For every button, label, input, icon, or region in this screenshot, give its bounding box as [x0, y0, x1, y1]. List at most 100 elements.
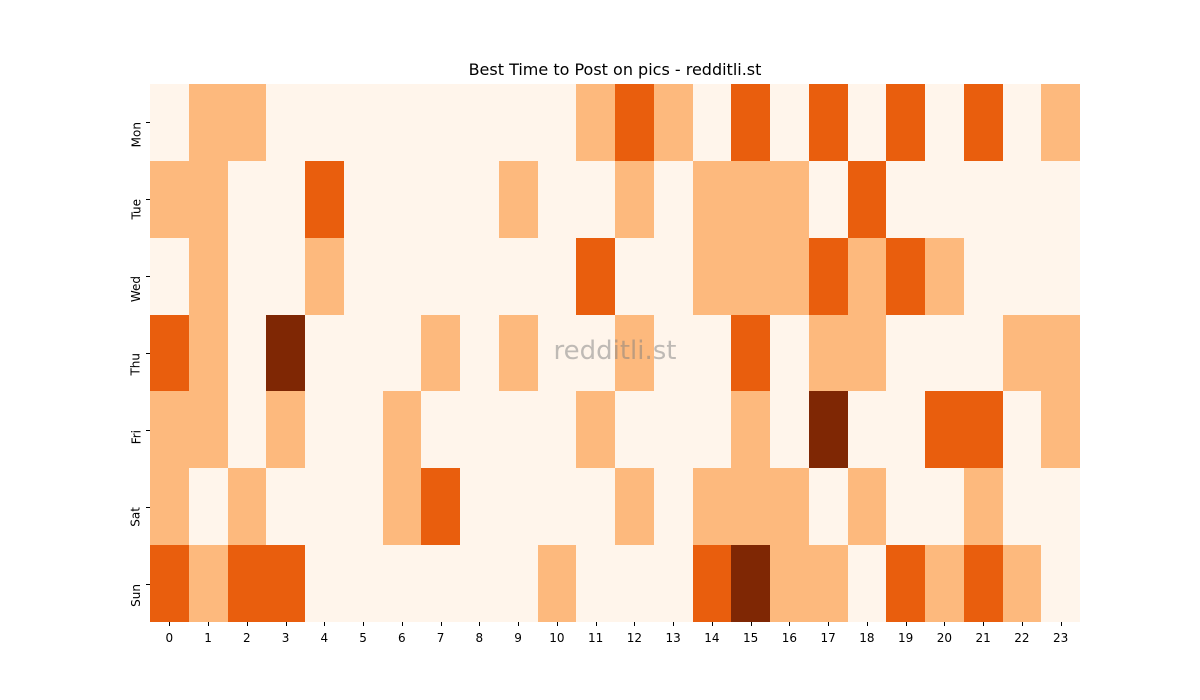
- heatmap-cell: [266, 468, 305, 546]
- x-tick: [363, 622, 365, 626]
- heatmap-cell: [886, 314, 925, 392]
- heatmap-cell: [266, 391, 305, 469]
- heatmap-cell: [925, 84, 964, 161]
- heatmap-cell: [343, 160, 383, 238]
- x-tick-label: 19: [897, 631, 914, 645]
- heatmap-cell: [963, 84, 1003, 161]
- heatmap-cell: [653, 84, 693, 161]
- heatmap-cell: [188, 84, 228, 161]
- heatmap-cell: [537, 468, 577, 546]
- heatmap-cell: [343, 468, 383, 546]
- x-tick: [673, 622, 675, 626]
- x-tick: [905, 622, 907, 626]
- x-tick-label: 7: [436, 631, 445, 645]
- chart-title: Best Time to Post on pics - redditli.st: [468, 60, 762, 79]
- heatmap-cell: [731, 391, 770, 469]
- heatmap-cell: [770, 314, 809, 392]
- heatmap-cell: [615, 468, 654, 546]
- heatmap-cell: [1002, 237, 1042, 315]
- heatmap-cell: [692, 160, 732, 238]
- heatmap-cell: [343, 545, 383, 622]
- y-tick: [146, 122, 150, 124]
- heatmap-cell: [615, 237, 654, 315]
- heatmap-cell: [886, 391, 925, 469]
- heatmap-cell: [537, 545, 577, 622]
- heatmap-cell: [382, 391, 422, 469]
- x-tick: [208, 622, 210, 626]
- heatmap-cell: [266, 84, 305, 161]
- heatmap-cell: [770, 84, 809, 161]
- heatmap-cell: [1041, 545, 1080, 622]
- heatmap-cell: [537, 237, 577, 315]
- heatmap-cell: [1002, 545, 1042, 622]
- x-tick-label: 5: [359, 631, 367, 645]
- heatmap-cell: [731, 160, 770, 238]
- heatmap-cell: [421, 391, 460, 469]
- heatmap-cell: [847, 84, 887, 161]
- y-tick-label: Mon: [129, 122, 143, 148]
- x-tick: [750, 622, 752, 626]
- heatmap-cell: [460, 160, 499, 238]
- x-tick: [595, 622, 597, 626]
- heatmap-cell: [808, 314, 848, 392]
- y-tick: [146, 199, 150, 201]
- heatmap-cell: [305, 314, 344, 392]
- heatmap-cell: [266, 545, 305, 622]
- heatmap-cell: [1041, 391, 1080, 469]
- heatmap-cell: [653, 391, 693, 469]
- heatmap-cell: [150, 545, 189, 622]
- x-tick-label: 18: [859, 631, 875, 645]
- heatmap-cell: [1041, 160, 1080, 238]
- heatmap-cell: [653, 237, 693, 315]
- heatmap-cell: [266, 160, 305, 238]
- heatmap-cell: [343, 391, 383, 469]
- x-tick-label: 6: [398, 631, 406, 645]
- heatmap-cell: [498, 314, 538, 392]
- heatmap-cell: [847, 160, 887, 238]
- x-tick: [828, 622, 830, 626]
- heatmap-cell: [770, 545, 809, 622]
- heatmap-cell: [615, 84, 654, 161]
- x-tick-label: 2: [243, 631, 251, 645]
- x-tick-label: 14: [704, 631, 720, 645]
- heatmap-cell: [343, 237, 383, 315]
- heatmap-cell: [576, 160, 615, 238]
- heatmap-cell: [1002, 84, 1042, 161]
- heatmap-cell: [343, 314, 383, 392]
- heatmap-cell: [460, 468, 499, 546]
- x-axis: 0 1 2 3 4 5 6 7 8 9 10 11 12 13 14 15 16 17 18 19 20 21 22 23: [150, 622, 1080, 652]
- heatmap-cell: [1002, 314, 1042, 392]
- heatmap-cell: [382, 84, 422, 161]
- y-tick-label: Wed: [129, 276, 143, 303]
- heatmap-cell: [963, 545, 1003, 622]
- x-tick: [169, 622, 171, 626]
- heatmap-cell: [266, 314, 305, 392]
- heatmap-cell: [653, 468, 693, 546]
- heatmap-cell: [150, 314, 189, 392]
- x-tick: [711, 622, 713, 626]
- x-tick: [556, 622, 558, 626]
- heatmap-cell: [615, 314, 654, 392]
- heatmap-cell: [460, 314, 499, 392]
- y-tick-label: Sat: [129, 506, 143, 527]
- x-tick: [866, 622, 868, 626]
- heatmap-cell: [692, 391, 732, 469]
- heatmap-cell: [498, 84, 538, 161]
- heatmap-cell: [692, 468, 732, 546]
- heatmap-cell: [1041, 314, 1080, 392]
- heatmap-cell: [305, 545, 344, 622]
- heatmap-cell: [305, 468, 344, 546]
- x-tick: [634, 622, 636, 626]
- heatmap-cell: [227, 545, 267, 622]
- heatmap-cell: [925, 468, 964, 546]
- x-tick-label: 9: [514, 631, 522, 645]
- heatmap-cell: [808, 84, 848, 161]
- y-tick: [146, 353, 150, 354]
- heatmap-cell: [382, 468, 422, 546]
- heatmap-cell: [770, 160, 809, 238]
- heatmap-cell: [150, 391, 189, 469]
- heatmap-cell: [576, 468, 615, 546]
- heatmap-cell: [731, 314, 770, 392]
- heatmap-cell: [421, 545, 460, 622]
- heatmap-cell: [576, 391, 615, 469]
